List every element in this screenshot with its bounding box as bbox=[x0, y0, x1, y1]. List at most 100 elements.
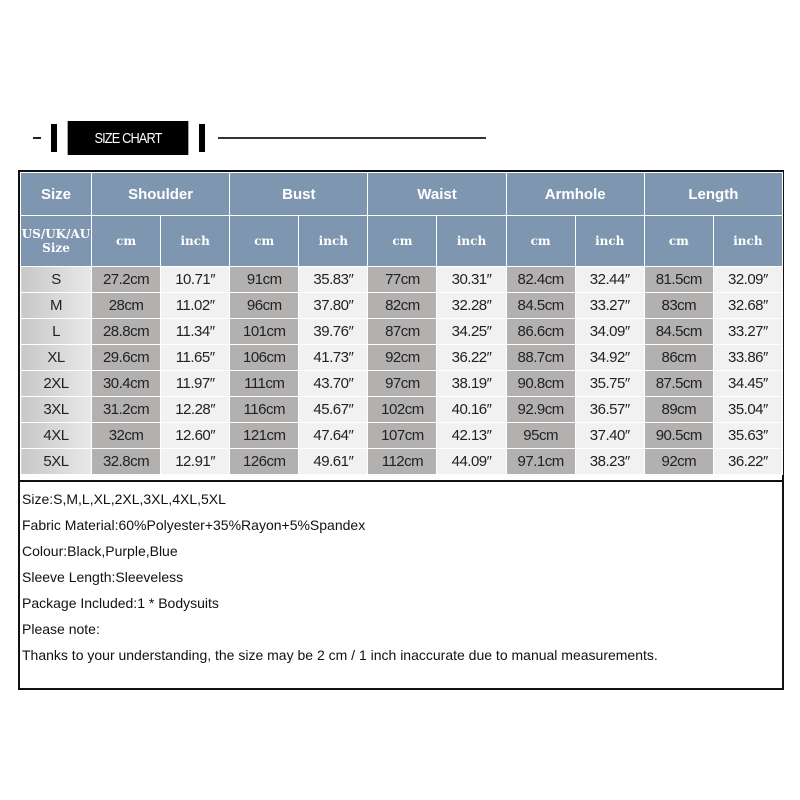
inch-cell: 35.83″ bbox=[298, 266, 369, 293]
inch-cell: 42.13″ bbox=[436, 422, 507, 449]
cm-cell: 87cm bbox=[367, 318, 438, 345]
header-unit-inch: inch bbox=[160, 215, 231, 267]
info-line: Colour:Black,Purple,Blue bbox=[22, 543, 178, 559]
cm-cell: 86.6cm bbox=[505, 318, 576, 345]
table-row: S 27.2cm 10.71″ 91cm 35.83″ 77cm 30.31″ 82.4cm 3… bbox=[20, 266, 783, 293]
cm-cell: 32cm bbox=[90, 422, 162, 449]
cm-cell: 90.8cm bbox=[505, 370, 576, 397]
info-line: Package Included:1 * Bodysuits bbox=[22, 595, 219, 611]
info-line: Size:S,M,L,XL,2XL,3XL,4XL,5XL bbox=[22, 491, 226, 507]
inch-cell: 41.73″ bbox=[298, 344, 369, 371]
cm-cell: 102cm bbox=[367, 396, 438, 423]
size-cell: 2XL bbox=[20, 370, 92, 397]
inch-cell: 36.22″ bbox=[712, 448, 783, 475]
header-unit-cm: cm bbox=[643, 215, 714, 267]
size-cell: S bbox=[20, 266, 92, 293]
inch-cell: 12.28″ bbox=[160, 396, 231, 423]
cm-cell: 82.4cm bbox=[505, 266, 576, 293]
cm-cell: 28cm bbox=[90, 292, 162, 319]
table-row: XL 29.6cm 11.65″ 106cm 41.73″ 92cm 36.22″ 88.7c… bbox=[20, 344, 783, 371]
group-header-row: Size Shoulder Bust Waist Armhole Length bbox=[20, 172, 783, 216]
inch-cell: 39.76″ bbox=[298, 318, 369, 345]
inch-cell: 35.04″ bbox=[712, 396, 783, 423]
inch-cell: 44.09″ bbox=[436, 448, 507, 475]
ribbon-notch-right bbox=[199, 124, 205, 152]
header-unit-inch: inch bbox=[712, 215, 783, 267]
inch-cell: 34.25″ bbox=[436, 318, 507, 345]
cm-cell: 111cm bbox=[229, 370, 300, 397]
cm-cell: 88.7cm bbox=[505, 344, 576, 371]
cm-cell: 84.5cm bbox=[505, 292, 576, 319]
inch-cell: 38.23″ bbox=[574, 448, 645, 475]
info-line: Thanks to your understanding, the size m… bbox=[22, 647, 658, 663]
cm-cell: 87.5cm bbox=[643, 370, 714, 397]
info-line: Sleeve Length:Sleeveless bbox=[22, 569, 184, 585]
cm-cell: 116cm bbox=[229, 396, 300, 423]
header-unit-cm: cm bbox=[505, 215, 576, 267]
header-unit-inch: inch bbox=[574, 215, 645, 267]
banner-dash bbox=[33, 137, 41, 139]
inch-cell: 12.60″ bbox=[160, 422, 231, 449]
header-armhole: Armhole bbox=[505, 172, 645, 216]
inch-cell: 33.27″ bbox=[712, 318, 783, 345]
cm-cell: 27.2cm bbox=[90, 266, 162, 293]
cm-cell: 101cm bbox=[229, 318, 300, 345]
info-line: Please note: bbox=[22, 621, 100, 637]
inch-cell: 47.64″ bbox=[298, 422, 369, 449]
cm-cell: 97.1cm bbox=[505, 448, 576, 475]
inch-cell: 43.70″ bbox=[298, 370, 369, 397]
inch-cell: 38.19″ bbox=[436, 370, 507, 397]
size-cell: M bbox=[20, 292, 92, 319]
inch-cell: 34.09″ bbox=[574, 318, 645, 345]
inch-cell: 12.91″ bbox=[160, 448, 231, 475]
product-info: Size:S,M,L,XL,2XL,3XL,4XL,5XL Fabric Mate… bbox=[20, 480, 782, 668]
header-length: Length bbox=[643, 172, 783, 216]
unit-header-row: US/UK/AU Size cm inch cm inch cm inch cm inch cm… bbox=[20, 215, 783, 267]
inch-cell: 11.97″ bbox=[160, 370, 231, 397]
inch-cell: 40.16″ bbox=[436, 396, 507, 423]
cm-cell: 91cm bbox=[229, 266, 300, 293]
inch-cell: 33.27″ bbox=[574, 292, 645, 319]
cm-cell: 32.8cm bbox=[90, 448, 162, 475]
cm-cell: 95cm bbox=[505, 422, 576, 449]
size-table: Size Shoulder Bust Waist Armhole Length … bbox=[20, 172, 783, 475]
cm-cell: 121cm bbox=[229, 422, 300, 449]
table-row: 2XL 30.4cm 11.97″ 111cm 43.70″ 97cm 38.19″ 90.8… bbox=[20, 370, 783, 397]
inch-cell: 10.71″ bbox=[160, 266, 231, 293]
header-unit-cm: cm bbox=[367, 215, 438, 267]
inch-cell: 32.28″ bbox=[436, 292, 507, 319]
cm-cell: 92cm bbox=[367, 344, 438, 371]
cm-cell: 92cm bbox=[643, 448, 714, 475]
header-size-region: US/UK/AU Size bbox=[20, 215, 92, 267]
header-unit-cm: cm bbox=[229, 215, 300, 267]
inch-cell: 30.31″ bbox=[436, 266, 507, 293]
inch-cell: 11.34″ bbox=[160, 318, 231, 345]
header-waist: Waist bbox=[367, 172, 507, 216]
cm-cell: 107cm bbox=[367, 422, 438, 449]
header-unit-cm: cm bbox=[90, 215, 162, 267]
cm-cell: 30.4cm bbox=[90, 370, 162, 397]
cm-cell: 83cm bbox=[643, 292, 714, 319]
cm-cell: 31.2cm bbox=[90, 396, 162, 423]
inch-cell: 34.45″ bbox=[712, 370, 783, 397]
inch-cell: 36.22″ bbox=[436, 344, 507, 371]
table-row: L 28.8cm 11.34″ 101cm 39.76″ 87cm 34.25″ 86.6cm… bbox=[20, 318, 783, 345]
size-cell: 5XL bbox=[20, 448, 92, 475]
cm-cell: 90.5cm bbox=[643, 422, 714, 449]
inch-cell: 35.75″ bbox=[574, 370, 645, 397]
inch-cell: 32.68″ bbox=[712, 292, 783, 319]
info-line: Fabric Material:60%Polyester+35%Rayon+5%… bbox=[22, 517, 366, 533]
inch-cell: 35.63″ bbox=[712, 422, 783, 449]
header-unit-inch: inch bbox=[298, 215, 369, 267]
inch-cell: 36.57″ bbox=[574, 396, 645, 423]
table-row: 4XL 32cm 12.60″ 121cm 47.64″ 107cm 42.13″ 95cm 3… bbox=[20, 422, 783, 449]
size-cell: L bbox=[20, 318, 92, 345]
size-chart: Size Shoulder Bust Waist Armhole Length … bbox=[18, 170, 784, 690]
header-unit-inch: inch bbox=[436, 215, 507, 267]
cm-cell: 112cm bbox=[367, 448, 438, 475]
cm-cell: 126cm bbox=[229, 448, 300, 475]
cm-cell: 106cm bbox=[229, 344, 300, 371]
table-row: 3XL 31.2cm 12.28″ 116cm 45.67″ 102cm 40.16″ 92.… bbox=[20, 396, 783, 423]
cm-cell: 86cm bbox=[643, 344, 714, 371]
inch-cell: 45.67″ bbox=[298, 396, 369, 423]
